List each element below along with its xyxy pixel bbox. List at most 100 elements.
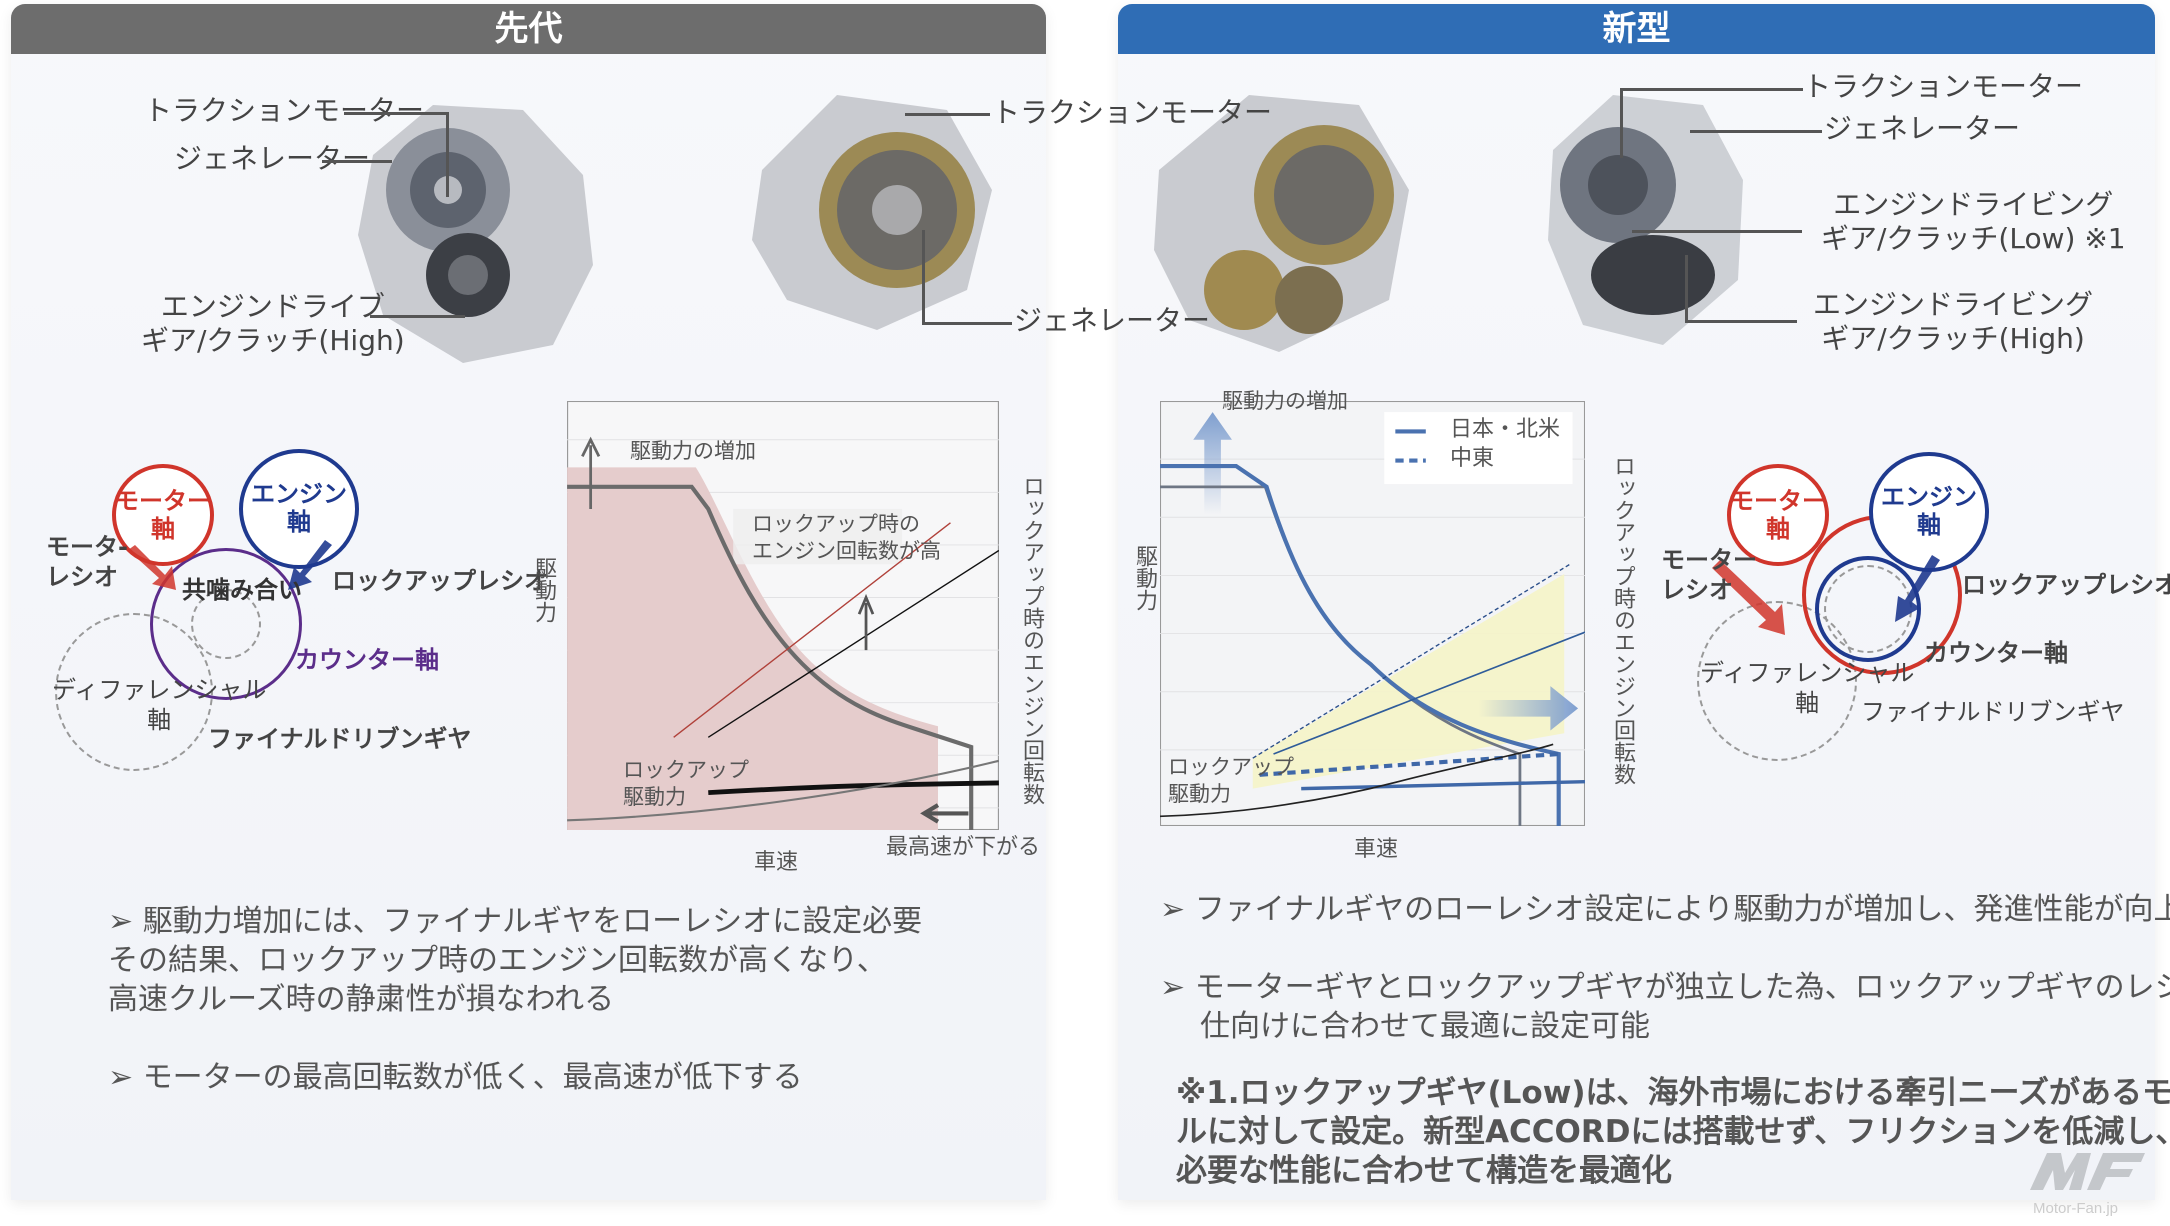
label-line: 軸 bbox=[151, 515, 175, 543]
motor-ratio-label: モーター レシオ bbox=[1661, 545, 1757, 605]
label-line: モーター bbox=[1730, 487, 1826, 515]
bullet-text: 仕向けに合わせて最適に設定可能 bbox=[1200, 1009, 1650, 1044]
bullet-item: ➢ モーターの最高回転数が低く、最高速が低下する bbox=[108, 1058, 803, 1097]
label-line: ギア/クラッチ(Low) ※1 bbox=[1821, 222, 2126, 255]
label-line: エンジン bbox=[1881, 483, 1977, 511]
bullet-text: モーターの最高回転数が低く、最高速が低下する bbox=[142, 1060, 803, 1095]
top-speed-arrow bbox=[920, 803, 969, 824]
label-line: エンジンドライブ bbox=[160, 290, 385, 323]
label-line: 軸 bbox=[147, 706, 172, 734]
chart-y2-axis-label: ロックアップ時のエンジン回転数 bbox=[1019, 475, 1044, 805]
ratio-arrows bbox=[128, 540, 332, 590]
bullet-line: ➢ 駆動力増加には、ファイナルギヤをローレシオに設定必要 bbox=[108, 902, 922, 941]
bullet-item: ➢ ファイナルギヤのローレシオ設定により駆動力が増加し、発進性能が向上 bbox=[1160, 890, 2170, 929]
new-transmission-image-1 bbox=[1154, 95, 1409, 352]
counter-shaft-label: カウンター軸 bbox=[1924, 639, 2068, 667]
leader-line bbox=[922, 230, 925, 322]
label-line: エンジン回転数が高 bbox=[752, 539, 941, 563]
label-engine-drive-high: エンジンドライブ ギア/クラッチ(High) bbox=[141, 290, 405, 358]
label-generator: ジェネレーター bbox=[1824, 112, 2021, 145]
leader-line bbox=[1632, 230, 1802, 233]
label-line: ディファレンシャル bbox=[52, 676, 267, 704]
leader-line bbox=[905, 113, 990, 116]
rpm-line-previous bbox=[673, 522, 951, 738]
drive-force-area bbox=[567, 467, 938, 830]
counter-shaft-circle bbox=[150, 548, 302, 700]
label-line: エンジンドライビング bbox=[1833, 188, 2114, 221]
new-model-header: 新型 bbox=[1118, 4, 2155, 54]
new-transmission-image-2 bbox=[1548, 95, 1743, 345]
label-line: ロックアップ bbox=[1168, 755, 1294, 779]
label-traction-motor-2: トラクションモーター bbox=[992, 96, 1273, 129]
lockup-gear-circle bbox=[1815, 556, 1921, 662]
bullet-text: 高速クルーズ時の静粛性が損なわれる bbox=[108, 982, 615, 1017]
new-drive-force-chart bbox=[1160, 401, 1585, 826]
resistance-curve bbox=[1160, 743, 1554, 818]
motor-fan-watermark-logo: Motor-Fan.jp bbox=[2030, 1153, 2145, 1217]
label-traction-motor: トラクションモーター bbox=[144, 94, 425, 127]
label-line: エンジン bbox=[251, 480, 347, 508]
final-driven-gear-label: ファイナルドリブンギヤ bbox=[208, 725, 472, 753]
chart-increase-label: 駆動力の増加 bbox=[630, 439, 756, 463]
leader-line bbox=[370, 315, 465, 318]
bullet-arrow-icon: ➢ bbox=[1160, 892, 1186, 927]
motor-ratio-label: モータ- レシオ bbox=[46, 532, 128, 592]
resistance-curve bbox=[567, 759, 999, 822]
drive-force-line bbox=[567, 484, 974, 830]
engine-shaft-circle bbox=[239, 449, 359, 569]
engine-shaft-circle bbox=[1869, 452, 1989, 572]
differential-label: ディファレンシャル軸 bbox=[52, 675, 266, 735]
leader-line bbox=[1690, 130, 1822, 133]
label-line: ディファレンシャル bbox=[1700, 659, 1915, 687]
label-traction-motor: トラクションモーター bbox=[1803, 70, 2084, 103]
ratio-arrows bbox=[1712, 555, 1940, 635]
footnote-line: ルに対して設定。新型ACCORDには搭載せず、フリクションを低減し、 bbox=[1176, 1114, 2170, 1150]
lockup-ratio-label: ロックアップレシオ bbox=[1962, 571, 2170, 599]
label-line: ギア/クラッチ(High) bbox=[141, 324, 405, 357]
chart-x-axis-label: 車速 bbox=[754, 850, 799, 875]
top-speed-arrow bbox=[1478, 686, 1579, 731]
increase-arrow bbox=[581, 436, 601, 509]
chart-lockup-drive-label: ロックアップ 駆動力 bbox=[623, 757, 749, 811]
label-line: エンジンドライビング bbox=[1813, 288, 2094, 321]
label-line: 軸 bbox=[1917, 511, 1941, 539]
legend-japan-na: 日本・北米 bbox=[1450, 417, 1561, 442]
chart-lockup-drive-label: ロックアップ 駆動力 bbox=[1168, 754, 1294, 808]
label-line: 駆動力 bbox=[623, 785, 686, 809]
engine-shaft-label: エンジン軸 bbox=[239, 480, 359, 536]
lockup-drive-line bbox=[708, 780, 999, 796]
label-line: ロックアップ bbox=[623, 758, 749, 782]
lockup-drive-japan-na bbox=[1301, 779, 1585, 791]
bullet-text: モーターギヤとロックアップギヤが独立した為、ロックアップギヤのレシオが bbox=[1194, 970, 2170, 1005]
differential-label: ディファレンシャル軸 bbox=[1700, 658, 1914, 718]
previous-drive-force-chart bbox=[567, 401, 999, 830]
chart-y-axis-label: 駆動力 bbox=[531, 557, 556, 623]
leader-line bbox=[1685, 255, 1688, 323]
previous-transmission-image-2 bbox=[752, 95, 992, 330]
leader-line bbox=[344, 112, 449, 115]
label-line: 駆動力 bbox=[1168, 782, 1231, 806]
rpm-up-arrow bbox=[857, 593, 875, 651]
bullet-text: その結果、ロックアップ時のエンジン回転数が高くなり、 bbox=[108, 943, 887, 978]
rpm-line-base bbox=[707, 549, 999, 738]
label-engine-driving-low: エンジンドライビング ギア/クラッチ(Low) ※1 bbox=[1821, 188, 2126, 256]
label-generator-2: ジェネレーター bbox=[1014, 304, 1211, 337]
label-line: ギア/クラッチ(High) bbox=[1821, 322, 2085, 355]
chart-increase-label: 駆動力の増加 bbox=[1222, 389, 1348, 413]
top-speed-label: 最高速が下がる bbox=[886, 835, 1041, 860]
leader-line bbox=[1620, 88, 1803, 91]
previous-model-header: 先代 bbox=[11, 4, 1046, 54]
label-line: モーター bbox=[115, 487, 211, 515]
label-line: モーター bbox=[1661, 546, 1757, 574]
chart-y-axis-label: 駆動力 bbox=[1132, 545, 1157, 611]
label-line: 軸 bbox=[287, 508, 311, 536]
leader-line bbox=[1685, 320, 1797, 323]
leader-line bbox=[922, 322, 1012, 325]
leader-line bbox=[446, 112, 449, 197]
label-engine-driving-high: エンジンドライビング ギア/クラッチ(High) bbox=[1813, 288, 2093, 356]
lockup-drive-middle-east bbox=[1259, 751, 1559, 777]
chart-x-axis-label: 車速 bbox=[1354, 837, 1399, 862]
inner-gear-circle bbox=[191, 589, 261, 659]
bullet-text: 駆動力増加には、ファイナルギヤをローレシオに設定必要 bbox=[142, 904, 923, 939]
svg-text:Motor-Fan.jp: Motor-Fan.jp bbox=[2033, 1200, 2118, 1217]
